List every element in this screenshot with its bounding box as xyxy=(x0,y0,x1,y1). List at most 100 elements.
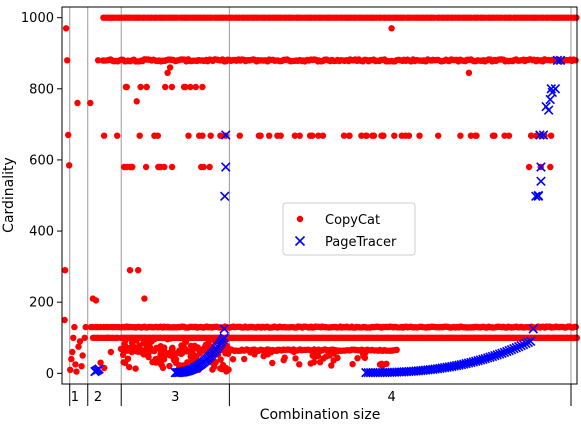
copycat-point xyxy=(296,132,303,139)
pagetracer-point xyxy=(521,338,531,349)
pagetracer-point xyxy=(546,84,557,94)
copycat-point xyxy=(378,132,385,139)
pagetracer-point xyxy=(219,191,230,201)
copycat-point xyxy=(166,362,173,370)
copycat-point xyxy=(259,347,266,354)
copycat-point xyxy=(148,338,155,345)
copycat-point xyxy=(236,132,243,139)
copycat-point xyxy=(267,349,275,356)
y-tick-label: 800 xyxy=(29,82,54,97)
pagetracer-point xyxy=(516,340,526,351)
axes xyxy=(61,6,578,385)
copycat-point xyxy=(182,338,190,346)
copycat-point xyxy=(142,163,150,171)
copycat-point xyxy=(74,99,81,107)
copycat-point xyxy=(162,83,169,91)
x-group-label: 2 xyxy=(94,390,102,405)
legend-pagetracer-label: PageTracer xyxy=(325,235,397,250)
copycat-point xyxy=(296,361,303,368)
plot-frame xyxy=(61,6,578,385)
pagetracer-point xyxy=(219,332,229,343)
copycat-point xyxy=(135,267,142,274)
copycat-point xyxy=(393,346,400,353)
copycat-point xyxy=(141,295,148,302)
pagetracer-point xyxy=(531,191,541,201)
pagetracer-point xyxy=(545,94,555,105)
copycat-point xyxy=(75,343,82,350)
copycat-point xyxy=(316,359,324,366)
copycat-point xyxy=(164,69,171,77)
y-tick-label: 0 xyxy=(46,367,54,382)
copycat-point xyxy=(274,132,281,139)
y-axis-title: Cardinality xyxy=(1,157,17,233)
copycat-point xyxy=(223,368,230,375)
pagetracer-point xyxy=(525,336,536,347)
copycat-point xyxy=(269,359,276,367)
pagetracer-point xyxy=(528,324,538,334)
y-tick-label: 1000 xyxy=(21,11,54,26)
pagetracer-point xyxy=(555,55,566,66)
copycat-point xyxy=(200,163,207,171)
copycat-point xyxy=(166,64,174,71)
pagetracer-point xyxy=(533,190,544,201)
copycat-point xyxy=(168,163,176,171)
copycat-point xyxy=(363,132,370,139)
copycat-point xyxy=(334,354,341,362)
copycat-point xyxy=(266,132,273,139)
legend-copycat-marker xyxy=(296,215,304,223)
pagetracer-point xyxy=(219,324,229,334)
copycat-point xyxy=(81,334,88,341)
copycat-point xyxy=(168,83,176,91)
copycat-point xyxy=(505,132,513,139)
copycat-point xyxy=(61,316,68,324)
copycat-point xyxy=(435,132,442,139)
pagetracer-point xyxy=(511,342,522,353)
copycat-point xyxy=(68,355,75,363)
copycat-point xyxy=(465,69,473,77)
copycat-point xyxy=(155,163,162,171)
copycat-point xyxy=(73,368,80,375)
copycat-point xyxy=(489,132,497,139)
copycat-point xyxy=(169,352,177,359)
copycat-point xyxy=(187,83,194,91)
copycat-point xyxy=(319,132,327,139)
copycat-point xyxy=(315,132,322,139)
copycat-point xyxy=(467,132,475,139)
copycat-point xyxy=(291,132,299,139)
copycat-point xyxy=(528,132,535,139)
y-tick-label: 400 xyxy=(29,225,54,240)
copycat-point xyxy=(416,132,423,139)
copycat-point xyxy=(159,356,166,363)
group-divider-lines xyxy=(69,7,572,384)
copycat-point xyxy=(547,163,554,171)
copycat-point xyxy=(63,57,71,64)
copycat-point xyxy=(257,132,264,139)
copycat-point xyxy=(87,99,94,107)
copycat-point xyxy=(547,132,555,139)
copycat-point xyxy=(340,132,348,139)
pagetracer-point xyxy=(513,341,524,352)
pagetracer-point xyxy=(221,130,231,140)
copycat-point xyxy=(143,83,150,91)
copycat-point xyxy=(120,347,128,354)
copycat-point xyxy=(71,323,78,331)
copycat-point xyxy=(260,352,267,360)
copycat-series xyxy=(61,14,580,375)
copycat-point xyxy=(151,132,158,139)
copycat-point xyxy=(388,25,395,32)
copycat-point xyxy=(120,163,128,171)
copycat-point xyxy=(391,132,398,139)
copycat-point xyxy=(126,344,134,351)
copycat-point xyxy=(164,336,171,343)
copycat-point xyxy=(161,348,168,355)
copycat-point xyxy=(306,132,314,139)
copycat-point xyxy=(241,355,248,363)
pagetracer-point xyxy=(536,162,546,172)
legend-box xyxy=(282,202,416,256)
copycat-point xyxy=(206,163,213,171)
copycat-point xyxy=(185,132,192,139)
copycat-point xyxy=(251,351,258,358)
x-group-label: 3 xyxy=(171,390,179,405)
pagetracer-point xyxy=(509,343,519,354)
